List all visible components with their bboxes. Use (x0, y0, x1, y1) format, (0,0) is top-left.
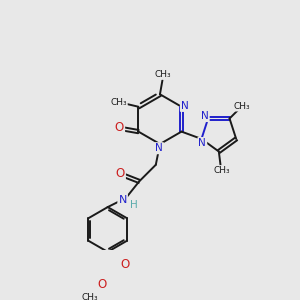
Text: CH₃: CH₃ (110, 98, 127, 107)
Text: CH₃: CH₃ (234, 102, 250, 111)
Text: H: H (130, 200, 137, 210)
Text: N: N (201, 111, 209, 121)
Text: O: O (115, 121, 124, 134)
Text: CH₃: CH₃ (213, 166, 230, 175)
Text: O: O (97, 278, 106, 291)
Text: N: N (118, 195, 127, 205)
Text: CH₃: CH₃ (155, 70, 172, 79)
Text: N: N (181, 101, 189, 111)
Text: O: O (116, 167, 125, 180)
Text: N: N (198, 138, 206, 148)
Text: CH₃: CH₃ (82, 293, 99, 300)
Text: O: O (121, 258, 130, 271)
Text: N: N (155, 143, 163, 153)
